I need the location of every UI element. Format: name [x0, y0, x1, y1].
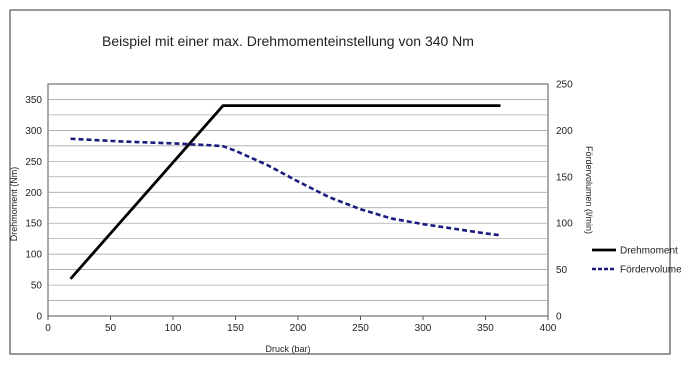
- plot-area: [47, 83, 549, 317]
- series-line-f-rdervolumen: [70, 137, 501, 237]
- y2-tick-label: 100: [556, 219, 573, 230]
- y-tick-label: 150: [25, 219, 42, 230]
- chart-title: Beispiel mit einer max. Drehmomenteinste…: [102, 33, 474, 49]
- y-tick-label: 250: [25, 157, 42, 168]
- y-tick-label: 0: [36, 312, 42, 323]
- y2-tick-label: 150: [556, 172, 573, 183]
- y2-tick-label: 250: [556, 80, 573, 91]
- y2-tick-label: 50: [556, 265, 568, 276]
- legend-label: Fördervolumen: [620, 265, 681, 276]
- grid: [47, 83, 549, 317]
- y-tick-label: 50: [31, 281, 43, 292]
- y-tick-label: 200: [25, 188, 42, 199]
- series-layer: [69, 104, 501, 280]
- x-tick-label: 350: [477, 323, 494, 334]
- y2-axis-title: Fördervolumen (l/min): [584, 146, 594, 234]
- y-tick-label: 300: [25, 126, 42, 137]
- legend-label: Drehmoment: [620, 246, 678, 257]
- y-tick-label: 100: [25, 250, 42, 261]
- x-tick-label: 200: [290, 323, 307, 334]
- legend: Drehmoment Fördervolumen: [592, 246, 681, 276]
- y2-tick-label: 200: [556, 126, 573, 137]
- x-tick-label: 250: [352, 323, 369, 334]
- x-tick-label: 150: [227, 323, 244, 334]
- y2-tick-label: 0: [556, 312, 562, 323]
- axes: 0 50 100 150 200 250 300 350 0 50 100 150 200 250 0 50 1…: [25, 80, 573, 335]
- x-tick-label: 0: [45, 323, 51, 334]
- x-tick-label: 400: [540, 323, 557, 334]
- x-tick-label: 100: [165, 323, 182, 334]
- x-tick-label: 300: [415, 323, 432, 334]
- x-tick-label: 50: [105, 323, 117, 334]
- y-axis-title: Drehmoment (Nm): [9, 167, 19, 242]
- y-tick-label: 350: [25, 95, 42, 106]
- series-line-drehmoment: [69, 104, 501, 280]
- x-axis-title: Druck (bar): [265, 344, 310, 354]
